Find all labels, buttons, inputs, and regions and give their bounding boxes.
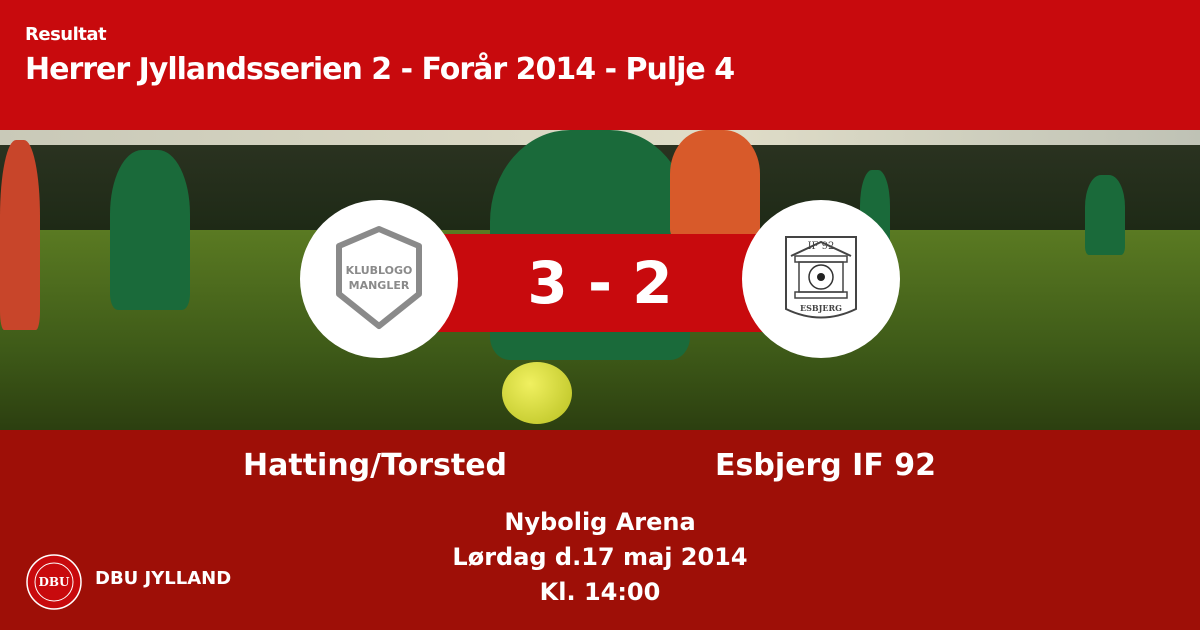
- header-subtitle: Resultat: [25, 24, 107, 45]
- svg-text:MANGLER: MANGLER: [349, 279, 410, 292]
- shield-placeholder-icon: KLUBLOGO MANGLER: [336, 226, 422, 329]
- match-date: Lørdag d.17 maj 2014: [452, 543, 748, 571]
- brand-name: DBU JYLLAND: [95, 568, 232, 589]
- svg-text:ESBJERG: ESBJERG: [800, 303, 842, 313]
- football: [502, 362, 572, 424]
- esbjerg-crest-icon: IF 92 ESBJERG: [785, 236, 857, 319]
- dbu-seal-logo: DBU: [26, 554, 82, 610]
- header-bar: Resultat Herrer Jyllandsserien 2 - Forår…: [0, 0, 1200, 130]
- away-team-logo: IF 92 ESBJERG: [742, 200, 900, 358]
- away-team-name: Esbjerg IF 92: [715, 448, 937, 483]
- page-title: Herrer Jyllandsserien 2 - Forår 2014 - P…: [25, 52, 735, 87]
- match-score: 3 - 2: [527, 249, 673, 317]
- home-team-name: Hatting/Torsted: [243, 448, 508, 483]
- match-time: Kl. 14:00: [539, 578, 661, 606]
- svg-text:KLUBLOGO: KLUBLOGO: [346, 264, 413, 277]
- svg-text:DBU: DBU: [38, 575, 70, 589]
- svg-text:IF 92: IF 92: [808, 241, 835, 252]
- score-band: [430, 234, 770, 332]
- match-venue: Nybolig Arena: [504, 508, 696, 536]
- home-team-logo: KLUBLOGO MANGLER: [300, 200, 458, 358]
